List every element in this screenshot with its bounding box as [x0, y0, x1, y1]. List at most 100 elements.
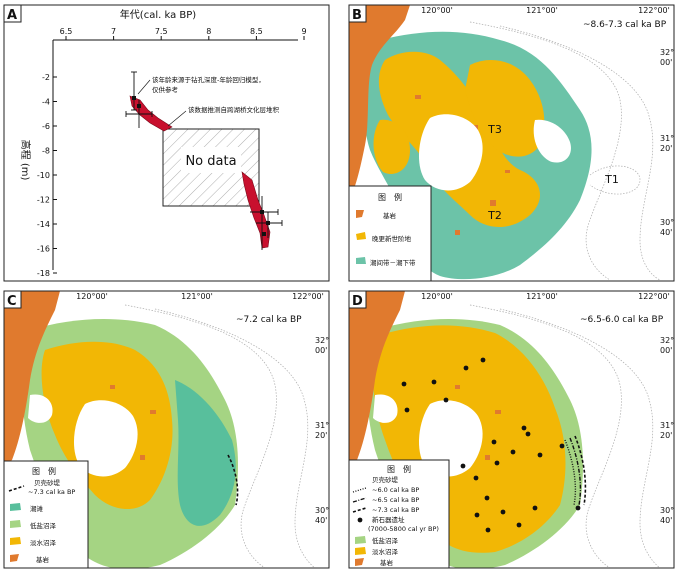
taihu-lake — [418, 114, 483, 191]
lower-age-band — [241, 171, 271, 249]
b-lat-31: 31° — [660, 134, 674, 143]
panel-d-letter-box — [348, 290, 367, 309]
d-ridge-7-3 — [574, 435, 587, 506]
y-tick-label: -2 — [42, 73, 50, 82]
c-taihu-lake — [73, 400, 138, 477]
d-lake-west — [373, 394, 398, 423]
d-taihu-lake — [418, 400, 483, 477]
c-legend-ridge-age: ~7.3 cal ka BP — [28, 488, 75, 496]
no-data-label-bg — [181, 147, 241, 173]
y-tick-label: -6 — [42, 122, 50, 131]
legend-terrace-swatch — [356, 232, 366, 240]
d-lon-122: 122°00' — [638, 292, 670, 301]
panel-a-letter: A — [7, 8, 17, 23]
d-ridge-6-5 — [569, 437, 582, 506]
b-lat-30: 30° — [660, 218, 674, 227]
c-legend-tidal-label: 潮滩 — [30, 504, 44, 513]
y-tick-label: -18 — [37, 269, 50, 278]
d-lat-31-min: 20' — [660, 431, 672, 440]
c-bathymetry — [124, 304, 316, 568]
d-legend-fresh-swatch — [355, 547, 366, 555]
d-legend-6-0-label: ~6.0 cal ka BP — [372, 486, 419, 494]
note-kuahuqiao: 该数据推测自跨湖桥文化层堆积 — [188, 105, 280, 114]
c-legend-fresh-swatch — [10, 537, 21, 545]
panel-c-annotations: C ~7.2 cal ka BP 图 例 贝壳砂堤 ~7.3 cal ka BP… — [3, 290, 330, 569]
c-lake-west — [28, 394, 53, 423]
c-legend-ridge-symbol — [8, 485, 25, 492]
c-lat-32: 32° — [315, 336, 329, 345]
c-lat-30: 30° — [315, 506, 329, 515]
c-legend-ridge-label: 贝壳砂堤 — [34, 478, 61, 487]
b-lon-120: 120°00' — [421, 6, 453, 15]
d-legend-salt-swatch — [355, 536, 366, 544]
note-regression-2: 仅供参考 — [152, 85, 179, 94]
c-bedrock-west — [4, 291, 60, 465]
d-legend-salt-label: 低盐沼泽 — [372, 536, 399, 545]
panel-c-legend-title: 图 例 — [32, 466, 56, 476]
y-tick-label: -16 — [37, 245, 50, 254]
c-legend-bedrock-swatch — [10, 554, 19, 562]
terrace-t2-label: T2 — [487, 209, 502, 222]
d-lon-121: 121°00' — [526, 292, 558, 301]
late-pleistocene-terrace-west — [373, 119, 410, 174]
y-tick-label: -8 — [42, 147, 50, 156]
d-legend-7-3-label: ~7.3 cal ka BP — [372, 506, 419, 514]
x-tick-label: 8.5 — [250, 27, 263, 36]
d-lon-120: 120°00' — [421, 292, 453, 301]
d-legend-site-label: 新石器遗址 — [372, 515, 405, 524]
panel-d-legend — [348, 459, 450, 569]
panel-d-period: ~6.5-6.0 cal ka BP — [580, 315, 664, 325]
panel-b-period: ~8.6-7.3 cal ka BP — [583, 20, 667, 30]
c-legend-tidal-swatch — [10, 503, 21, 511]
bedrock-west — [349, 5, 410, 200]
note-regression: 该年龄来源于钻孔深度-年龄回归模型， — [152, 75, 265, 84]
d-lat-30-min: 40' — [660, 516, 672, 525]
terrace-t1-label: T1 — [604, 173, 619, 186]
d-legend-ridge-label: 贝壳砂堤 — [372, 475, 399, 484]
y-tick-label: -4 — [42, 98, 50, 107]
panel-b-annotations: B ~8.6-7.3 cal ka BP 图 例 基岩 晚更新世阶地 潮间带－潮… — [348, 4, 675, 282]
panel-b-legend-title: 图 例 — [378, 192, 402, 202]
legend-tidal-swatch — [356, 257, 366, 264]
c-legend-salt-swatch — [10, 520, 21, 528]
c-lon-120: 120°00' — [76, 292, 108, 301]
bathymetry-lines — [469, 21, 661, 281]
panel-b-letter-box — [348, 4, 367, 23]
c-legend-bedrock-label: 基岩 — [36, 555, 50, 564]
d-legend-6-5-symbol — [352, 497, 367, 503]
y-axis-title: 高程 (m) — [19, 140, 32, 181]
age-points — [132, 96, 270, 236]
d-lat-31: 31° — [660, 421, 674, 430]
note1-leader — [137, 79, 151, 95]
panel-c-letter-box — [3, 290, 22, 309]
panel-d-annotations: D ~6.5-6.0 cal ka BP 图 例 贝壳砂堤 ~6.0 cal k… — [348, 290, 675, 569]
legend-tidal-label: 潮间带－潮下带 — [370, 258, 416, 267]
x-tick-label: 7.5 — [155, 27, 168, 36]
x-tick-label: 6.5 — [60, 27, 73, 36]
b-lat-32-min: 00' — [660, 58, 672, 67]
panel-d-legend-title: 图 例 — [387, 464, 411, 474]
panel-d-letter: D — [352, 294, 363, 309]
panel-b: T3 T2 T1 — [349, 5, 674, 281]
panel-c-legend — [3, 460, 89, 569]
c-lat-31: 31° — [315, 421, 329, 430]
b-lon-122: 122°00' — [638, 6, 670, 15]
y-tick-label: -10 — [37, 171, 50, 180]
late-pleistocene-terrace-east — [465, 60, 545, 157]
panel-a-letter-box — [3, 4, 22, 23]
b-lon-121: 121°00' — [526, 6, 558, 15]
note2-leader — [167, 110, 187, 127]
b-lat-31-min: 20' — [660, 144, 672, 153]
panel-b-letter: B — [352, 8, 362, 23]
d-lat-32-min: 00' — [660, 346, 672, 355]
panel-c-letter: C — [7, 294, 17, 309]
no-data-label: No data — [185, 154, 236, 169]
y-tick-label: -14 — [37, 220, 50, 229]
c-legend-fresh-label: 淡水沼泽 — [30, 538, 57, 547]
c-lat-31-min: 20' — [315, 431, 327, 440]
b-lat-30-min: 40' — [660, 228, 672, 237]
c-legend-salt-label: 低盐沼泽 — [30, 521, 57, 530]
legend-bedrock-swatch — [356, 210, 364, 218]
c-tidal-flat — [175, 380, 236, 526]
c-shell-ridge — [227, 454, 239, 506]
